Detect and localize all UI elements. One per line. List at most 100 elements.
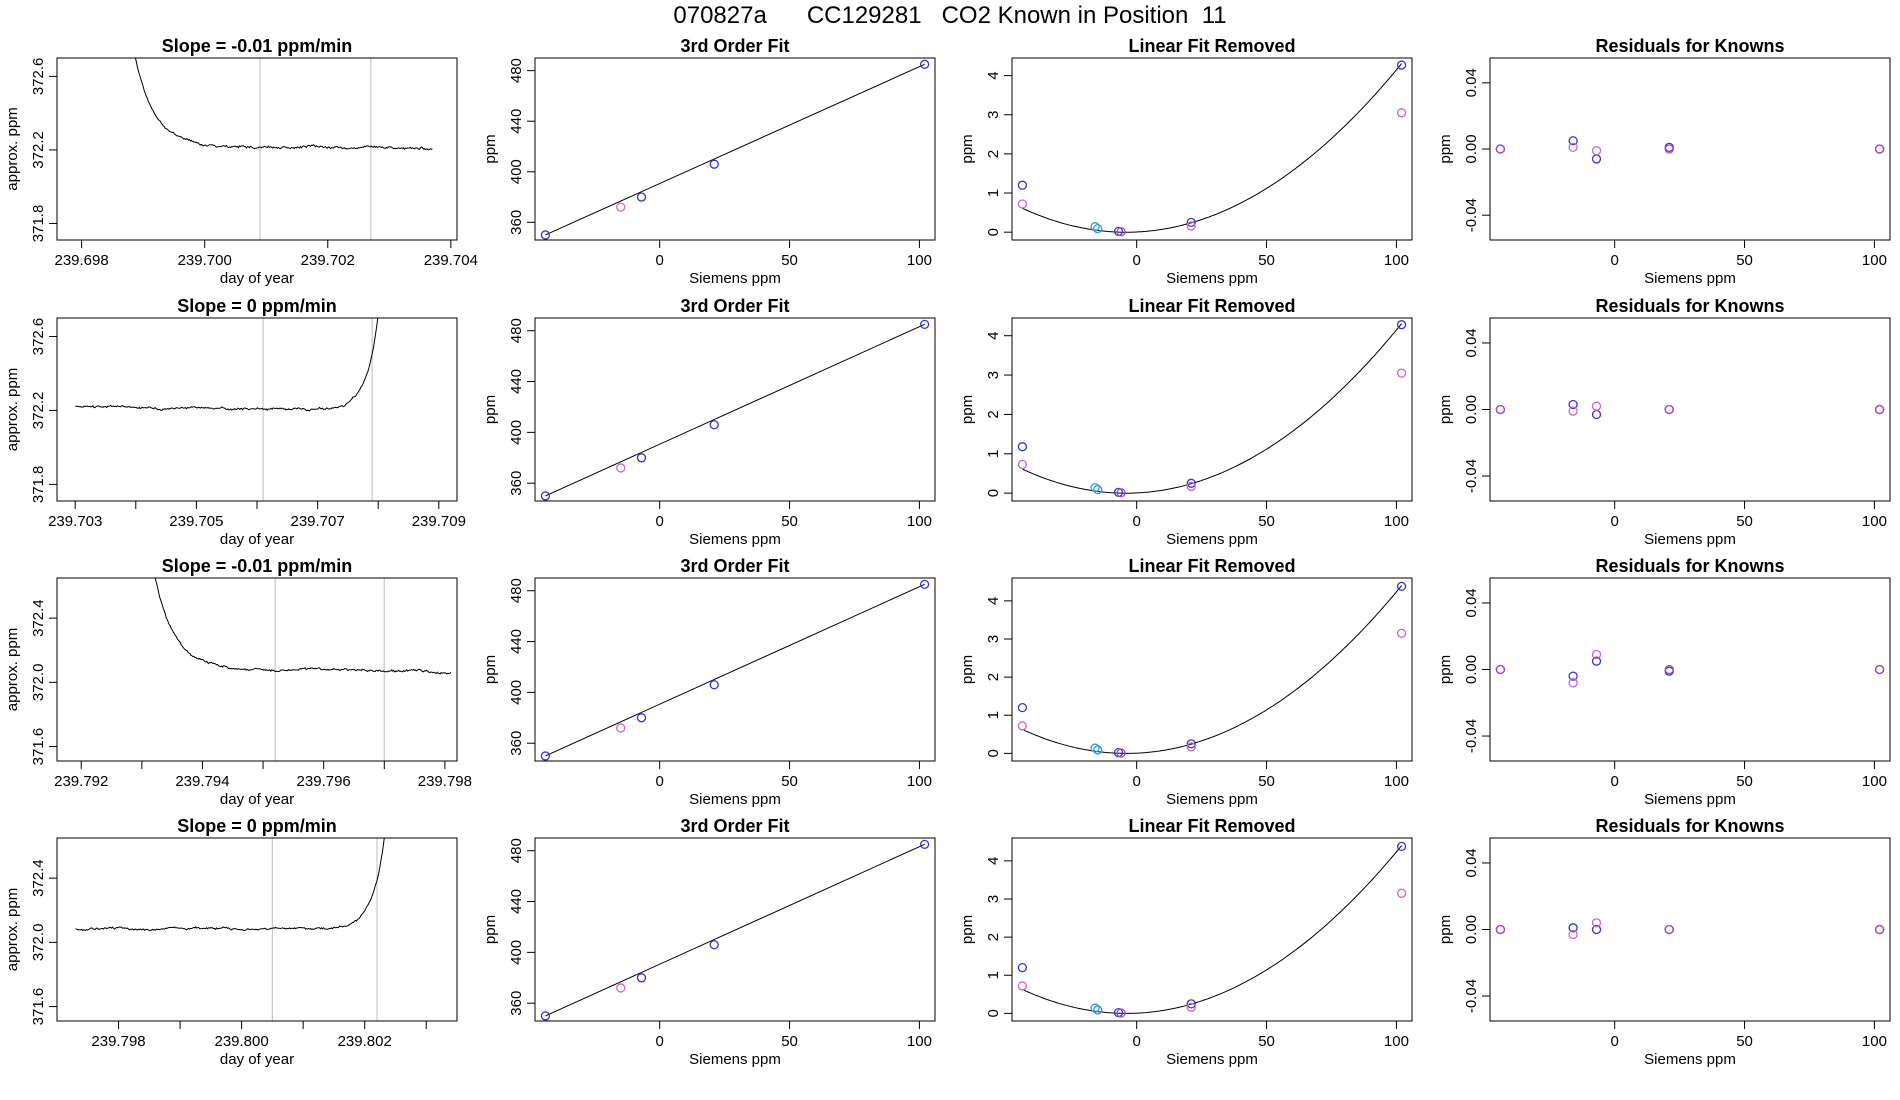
data-point	[919, 579, 930, 590]
y-tick-label: 0.04	[1463, 68, 1480, 97]
y-tick-label: 372.6	[30, 318, 47, 356]
data-point	[919, 839, 930, 850]
x-axis-label: day of year	[220, 270, 294, 287]
y-tick-label: 4	[985, 597, 1002, 605]
x-tick-label: 100	[1384, 252, 1409, 269]
data-trace	[134, 58, 433, 151]
panel-r2-c3: Residuals for Knowns 0 50 100 -0.04 0.00 0.04 S…	[1437, 556, 1891, 808]
data-point	[1186, 999, 1196, 1009]
x-tick-label: 239.802	[338, 1033, 392, 1050]
data-point	[636, 973, 647, 983]
y-tick-label: 3	[985, 895, 1002, 903]
data-point	[709, 940, 719, 950]
panel-r0-c3: Residuals for Knowns 0 50 100 -0.04 0.00 0.04 S…	[1437, 36, 1891, 287]
data-point	[1116, 748, 1126, 758]
y-axis-label: ppm	[959, 915, 976, 944]
x-tick-label: 50	[1258, 1033, 1275, 1050]
data-point	[1396, 320, 1407, 330]
x-tick-label: 0	[1611, 252, 1619, 269]
x-tick-label: 0	[1611, 1033, 1619, 1050]
x-tick-label: 100	[1862, 1033, 1887, 1050]
y-tick-label: 440	[508, 369, 525, 394]
plot-frame	[56, 837, 458, 1022]
data-point	[1090, 222, 1100, 232]
y-tick-label: 2	[985, 410, 1002, 418]
y-tick-label: 0.00	[1463, 915, 1480, 944]
data-point	[636, 192, 647, 202]
fit-line	[545, 583, 925, 757]
data-point	[1186, 481, 1196, 492]
x-tick-label: 50	[781, 252, 798, 269]
panel-r0-c0: Slope = -0.01 ppm/min 239.698 239.700 239.7…	[4, 36, 478, 287]
y-tick-label: 0.04	[1463, 588, 1480, 617]
data-point	[1568, 142, 1578, 152]
data-point	[616, 202, 626, 212]
y-tick-label: 480	[508, 58, 525, 83]
data-point	[1568, 406, 1578, 416]
data-point	[1090, 482, 1100, 493]
fit-line	[545, 63, 925, 236]
panel-r1-c2: Linear Fit Removed 0 50 100 0 1 2 3 4 Siemens ppm…	[959, 296, 1413, 548]
data-point	[1017, 721, 1028, 731]
data-point	[1093, 484, 1103, 495]
panel-r2-c2: Linear Fit Removed 0 50 100 0 1 2 3 4 Siemens ppm…	[959, 556, 1413, 808]
x-tick-label: 50	[1736, 252, 1753, 269]
x-tick-label: 239.700	[178, 252, 232, 269]
panel-title: Residuals for Knowns	[1595, 556, 1784, 576]
data-point	[1568, 136, 1578, 146]
data-point	[1396, 841, 1407, 852]
panel-r1-c1: 3rd Order Fit 0 50 100 360 400 440 480 Siemens p…	[482, 296, 936, 548]
y-axis-label: ppm	[1437, 655, 1454, 684]
x-tick-label: 239.698	[54, 252, 108, 269]
x-tick-label: 100	[1862, 252, 1887, 269]
fit-curve	[1022, 63, 1402, 233]
x-tick-label: 100	[1862, 773, 1887, 790]
panel-title: 3rd Order Fit	[680, 816, 789, 836]
y-tick-label: 1	[985, 711, 1002, 719]
x-tick-label: 239.705	[169, 513, 223, 530]
data-point	[1017, 199, 1028, 209]
x-tick-label: 239.792	[54, 773, 108, 790]
x-axis-label: Siemens ppm	[1644, 531, 1736, 548]
plot-area	[75, 838, 385, 1021]
data-point	[1664, 664, 1674, 675]
x-tick-label: 0	[1133, 252, 1141, 269]
data-point	[1874, 924, 1885, 935]
panel-r2-c0: Slope = -0.01 ppm/min 239.792 239.794 239.7…	[4, 556, 472, 808]
data-point	[1017, 962, 1028, 973]
x-axis-label: Siemens ppm	[1166, 1051, 1258, 1068]
fit-curve	[1022, 845, 1402, 1014]
y-tick-label: 0.00	[1463, 655, 1480, 684]
data-point	[1591, 918, 1602, 928]
data-point	[1186, 217, 1196, 228]
y-tick-label: 1	[985, 189, 1002, 197]
data-point	[1396, 60, 1407, 70]
y-tick-label: 372.2	[30, 392, 47, 430]
x-tick-label: 0	[656, 252, 664, 269]
x-tick-label: 50	[781, 773, 798, 790]
data-point	[1396, 368, 1407, 378]
panel-r1-c0: Slope = 0 ppm/min 239.703 239.705 239.707 23…	[4, 296, 466, 548]
data-point	[616, 983, 626, 993]
x-tick-label: 0	[656, 773, 664, 790]
data-point	[1664, 144, 1674, 154]
data-point	[1396, 888, 1407, 898]
data-point	[1017, 981, 1028, 991]
y-tick-label: -0.04	[1463, 459, 1480, 493]
data-point	[1664, 404, 1674, 415]
y-tick-label: 372.4	[30, 599, 47, 637]
y-tick-label: 440	[508, 629, 525, 654]
x-tick-label: 100	[907, 252, 932, 269]
x-tick-label: 50	[1736, 513, 1753, 530]
panel-title: Residuals for Knowns	[1595, 296, 1784, 316]
plot-frame	[534, 577, 936, 762]
y-tick-label: 360	[508, 210, 525, 235]
y-tick-label: 0.00	[1463, 134, 1480, 163]
data-point	[1093, 745, 1103, 755]
y-tick-label: 4	[985, 71, 1002, 79]
y-axis-label: ppm	[482, 395, 499, 424]
x-axis-label: Siemens ppm	[689, 1051, 781, 1068]
fit-line	[545, 323, 925, 497]
y-tick-label: 4	[985, 332, 1002, 340]
data-point	[1664, 924, 1674, 935]
